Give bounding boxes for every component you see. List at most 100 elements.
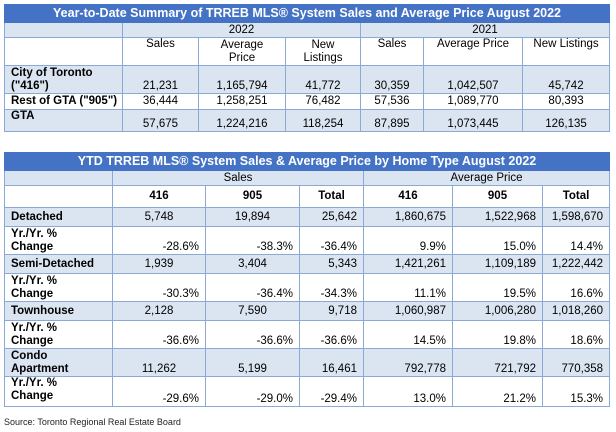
cell: 1,060,987	[363, 301, 453, 321]
sales-905-header: 905	[205, 185, 300, 208]
row-label-condo-apartment: Condo Apartment	[4, 348, 113, 377]
sales-group-header: Sales	[112, 170, 364, 186]
table-row: Yr./Yr. % Change -29.6% -29.0% -29.4% 13.…	[4, 376, 611, 407]
row-label-townhouse: Townhouse	[4, 301, 113, 321]
label-line: Change	[11, 287, 54, 300]
cell: 16,461	[299, 348, 364, 377]
header-line: New	[311, 38, 335, 51]
cell: 80,393	[521, 93, 611, 110]
cell: 57,675	[122, 109, 199, 132]
cell: 1,860,675	[363, 207, 453, 227]
avg-price-2022-header: Average Price	[198, 37, 286, 66]
cell: 21.2%	[452, 376, 543, 407]
cell: 14.5%	[363, 320, 453, 349]
cell: -30.3%	[112, 273, 206, 302]
price-416-header: 416	[363, 185, 453, 208]
label-line: Yr./Yr. %	[11, 274, 58, 287]
cell: 1,042,507	[423, 65, 523, 94]
cell: -36.4%	[299, 226, 364, 255]
table-row: Townhouse 2,128 7,590 9,718 1,060,987 1,…	[4, 301, 611, 321]
label-line: City of Toronto	[11, 66, 93, 79]
year-header-row: 2022 2021	[4, 22, 611, 38]
row-label-yoy-change: Yr./Yr. % Change	[4, 376, 113, 407]
cell: 3,404	[205, 254, 300, 274]
price-total-header: Total	[541, 185, 611, 208]
table-row: Yr./Yr. % Change -28.6% -38.3% -36.4% 9.9…	[4, 226, 611, 255]
cell: 2,128	[112, 301, 206, 321]
cell: 1,222,442	[541, 254, 611, 274]
header-line: Listings	[303, 51, 343, 64]
row-label-yoy-change: Yr./Yr. % Change	[4, 226, 113, 255]
cell: 13.0%	[363, 376, 453, 407]
cell: 1,073,445	[423, 109, 523, 132]
row-label-rest-of-gta: Rest of GTA ("905")	[4, 93, 123, 110]
sales-416-header: 416	[112, 185, 206, 208]
table-row: Rest of GTA ("905") 36,444 1,258,251 76,…	[4, 93, 611, 110]
cell: 19.8%	[452, 320, 543, 349]
cell: 5,199	[205, 348, 300, 377]
row-label-yoy-change: Yr./Yr. % Change	[4, 273, 113, 302]
new-listings-2021-header: New Listings	[521, 37, 611, 66]
cell: -36.6%	[299, 320, 364, 349]
cell: 9,718	[299, 301, 364, 321]
label-line: ("416")	[11, 79, 49, 92]
cell: -34.3%	[299, 273, 364, 302]
cell: 87,895	[360, 109, 424, 132]
cell: 1,165,794	[198, 65, 286, 94]
cell: 25,642	[299, 207, 364, 227]
row-label-semi-detached: Semi-Detached	[4, 254, 113, 274]
cell: 1,258,251	[198, 93, 286, 110]
cell: 15.0%	[452, 226, 543, 255]
cell: -38.3%	[205, 226, 300, 255]
group-header-row: Sales Average Price	[4, 170, 611, 186]
year-2022-header: 2022	[122, 22, 361, 38]
year-2021-header: 2021	[359, 22, 611, 38]
row-label-gta: GTA	[4, 109, 123, 132]
cell: 770,358	[541, 348, 611, 377]
home-type-table: YTD TRREB MLS® System Sales & Average Pr…	[3, 152, 611, 407]
cell: 1,421,261	[363, 254, 453, 274]
cell: 19,894	[205, 207, 300, 227]
cell: 1,224,216	[198, 109, 286, 132]
cell: 45,742	[521, 65, 611, 94]
row-label-detached: Detached	[4, 207, 113, 227]
cell: 9.9%	[363, 226, 453, 255]
label-line: Change	[11, 240, 54, 253]
column-header-row: Sales Average Price New Listings Sales Ave…	[4, 37, 611, 66]
empty-corner	[4, 22, 123, 38]
header-line: Average	[220, 38, 264, 51]
label-line: Change	[11, 334, 54, 347]
cell: -29.4%	[299, 376, 364, 407]
ytd-summary-table: Year-to-Date Summary of TRREB MLS® Syste…	[3, 4, 611, 132]
cell: -36.6%	[205, 320, 300, 349]
cell: 11,262	[112, 348, 206, 377]
empty-corner	[4, 185, 113, 208]
cell: 1,018,260	[541, 301, 611, 321]
cell: 1,089,770	[423, 93, 523, 110]
cell: 5,343	[299, 254, 364, 274]
cell: -36.4%	[205, 273, 300, 302]
avg-price-group-header: Average Price	[362, 170, 611, 186]
table-row: Detached 5,748 19,894 25,642 1,860,675 1…	[4, 207, 611, 227]
cell: 14.4%	[541, 226, 611, 255]
row-label-toronto: City of Toronto ("416")	[4, 65, 123, 94]
cell: 21,231	[122, 65, 199, 94]
table-row: Condo Apartment 11,262 5,199 16,461 792,7…	[4, 348, 611, 377]
home-type-table-title: YTD TRREB MLS® System Sales & Average Pr…	[3, 152, 611, 171]
header-line: Price	[228, 51, 256, 64]
label-line: Yr./Yr. %	[11, 321, 58, 334]
cell: 76,482	[285, 93, 361, 110]
sales-2021-header: Sales	[360, 37, 424, 66]
cell: 118,254	[285, 109, 361, 132]
table-row: Yr./Yr. % Change -30.3% -36.4% -34.3% 11.…	[4, 273, 611, 302]
cell: 721,792	[452, 348, 543, 377]
empty-corner	[4, 170, 113, 186]
table-row: City of Toronto ("416") 21,231 1,165,794 …	[4, 65, 611, 94]
sales-2022-header: Sales	[122, 37, 199, 66]
table-title-row: YTD TRREB MLS® System Sales & Average Pr…	[3, 152, 611, 171]
table-title-row: Year-to-Date Summary of TRREB MLS® Syste…	[3, 4, 611, 23]
cell: 16.6%	[541, 273, 611, 302]
cell: 36,444	[122, 93, 199, 110]
cell: 19.5%	[452, 273, 543, 302]
